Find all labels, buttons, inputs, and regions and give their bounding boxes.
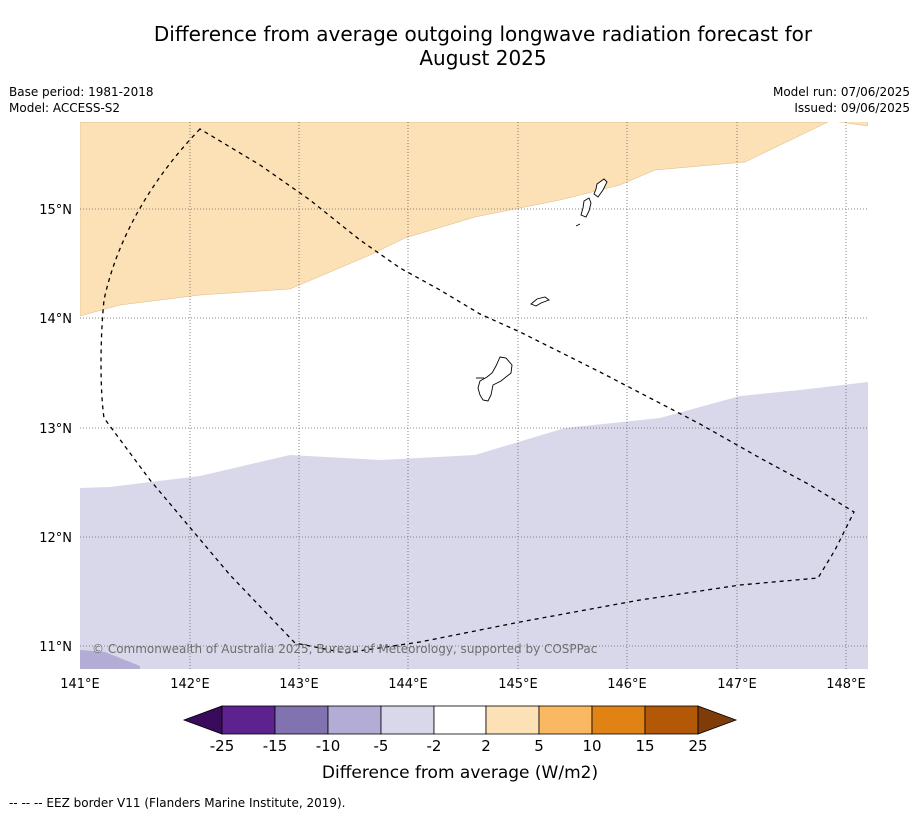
graticule [80, 122, 868, 669]
title-line-1: Difference from average outgoing longwav… [153, 22, 813, 46]
lon-label: 145°E [498, 677, 538, 692]
colorbar-cell [380, 705, 435, 735]
colorbar-tick: 2 [481, 737, 491, 755]
colorbar-cell [327, 705, 382, 735]
meta-right: Model run: 07/06/2025 Issued: 09/06/2025 [773, 84, 910, 116]
colorbar-tick: -5 [374, 737, 389, 755]
lon-label: 148°E [826, 677, 866, 692]
colorbar-ticks: -25 -15 -10 -5 -2 2 5 10 15 25 [210, 737, 708, 755]
colorbar-low-extend [182, 705, 223, 735]
lat-label: 11°N [39, 640, 72, 655]
base-period: Base period: 1981-2018 [9, 85, 154, 99]
title-line-2: August 2025 [419, 46, 547, 70]
map-area: © Commonwealth of Australia 2025, Bureau… [80, 122, 868, 669]
colorbar-cell [221, 705, 276, 735]
colorbar-tick: 15 [635, 737, 654, 755]
lon-label: 147°E [717, 677, 757, 692]
lon-label: 144°E [388, 677, 428, 692]
eez-border [100, 128, 855, 654]
model-name: Model: ACCESS-S2 [9, 101, 121, 115]
aguijan-island [575, 223, 581, 227]
lon-labels: 141°E 142°E 143°E 144°E 145°E 146°E 147°… [60, 677, 866, 692]
rota-island [530, 296, 550, 307]
colorbar-high-extend [697, 705, 738, 735]
colorbar-tick: 5 [534, 737, 544, 755]
colorbar [182, 705, 738, 735]
colorbar-tick: -2 [427, 737, 442, 755]
copyright-text: © Commonwealth of Australia 2025, Bureau… [92, 642, 597, 656]
colorbar-tick: -25 [210, 737, 235, 755]
model-run: Model run: 07/06/2025 [772, 85, 910, 99]
colorbar-cell [644, 705, 699, 735]
colorbar-tick: -10 [316, 737, 341, 755]
colorbar-label: Difference from average (W/m2) [322, 763, 598, 783]
saipan-island [593, 178, 608, 198]
colorbar-cell [433, 705, 487, 735]
colorbar-tick: -15 [263, 737, 288, 755]
map-title: Difference from average outgoing longwav… [60, 22, 906, 70]
eez-legend: -- -- -- EEZ border V11 (Flanders Marine… [9, 796, 346, 810]
colorbar-cell [274, 705, 329, 735]
negative-anomaly-region [80, 382, 868, 669]
lat-labels: 15°N 14°N 13°N 12°N 11°N [39, 203, 72, 655]
tinian-island [580, 197, 592, 218]
meta-left: Base period: 1981-2018 Model: ACCESS-S2 [9, 84, 154, 116]
colorbar-tick: 10 [582, 737, 601, 755]
positive-anomaly-region [80, 122, 868, 317]
lat-label: 13°N [39, 422, 72, 437]
issued-date: Issued: 09/06/2025 [794, 101, 910, 115]
guam-island [477, 356, 513, 402]
lon-label: 141°E [60, 677, 100, 692]
lat-label: 15°N [39, 203, 72, 218]
lon-label: 142°E [170, 677, 210, 692]
strong-negative-anomaly-region [80, 650, 140, 669]
colorbar-cell [538, 705, 593, 735]
colorbar-tick: 25 [688, 737, 707, 755]
colorbar-cell [485, 705, 540, 735]
islands [476, 178, 608, 402]
lat-label: 14°N [39, 312, 72, 327]
colorbar-cell [591, 705, 646, 735]
lat-label: 12°N [39, 531, 72, 546]
lon-label: 146°E [607, 677, 647, 692]
lon-label: 143°E [279, 677, 319, 692]
